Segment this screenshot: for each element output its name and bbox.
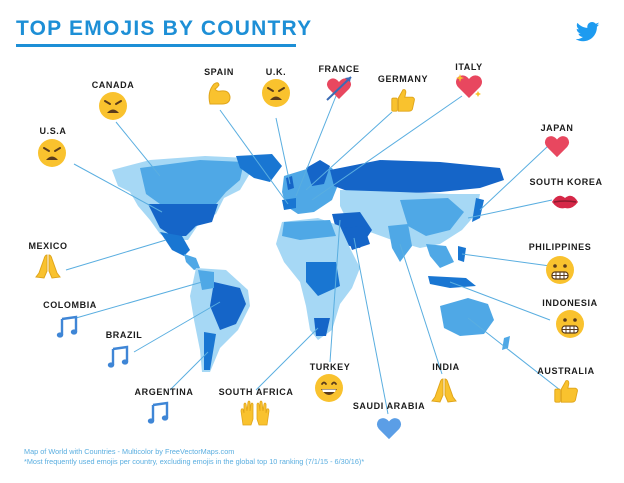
weary-face-icon [262,79,290,107]
sparkling-heart-icon [456,74,482,98]
blue-heart-icon [376,418,402,440]
label-brazil: BRAZIL [105,330,143,340]
leader-philippines [461,253,551,267]
footer-note: *Most frequently used emojis per country… [24,457,365,466]
musical-notes-icon [56,315,78,338]
leader-argentina [169,351,209,391]
label-france: FRANCE [318,64,360,74]
leader-colombia [75,281,203,319]
leader-saudi-arabia [353,237,389,415]
russia [330,160,504,194]
leader-italy [311,95,463,201]
kiss-mark-icon [552,195,578,209]
page-title: TOP EMOJIS BY COUNTRY [16,17,313,40]
mexico [160,232,190,256]
grimacing-face-icon [556,310,584,338]
leader-usa [73,163,163,213]
heart-with-arrow-icon [326,76,352,101]
leader-south-korea [467,199,553,219]
label-australia: AUSTRALIA [537,366,595,376]
central-america [184,254,200,270]
label-germany: GERMANY [377,74,429,84]
label-south-africa: SOUTH AFRICA [218,387,294,397]
canada [140,160,244,206]
label-south-korea: SOUTH KOREA [529,177,603,187]
greenland [236,154,282,182]
saudi-arabia [344,226,370,250]
north-africa [282,220,336,240]
central-africa [306,262,340,296]
twitter-bird-icon [576,22,600,42]
musical-notes-icon [107,345,129,368]
weary-face-icon [99,92,127,120]
label-saudi-arabia: SAUDI ARABIA [352,401,426,411]
label-indonesia: INDONESIA [542,298,598,308]
leader-uk [275,117,291,185]
heart-icon [544,136,570,158]
leader-japan [479,145,549,211]
australia [440,298,494,336]
leader-spain [219,109,289,205]
raising-hands-icon [240,400,270,426]
india [388,224,412,262]
label-turkey: TURKEY [309,362,351,372]
label-usa: U.S.A [39,126,67,136]
leader-australia [467,317,561,391]
indonesia [428,276,476,288]
grimacing-face-icon [546,256,574,284]
label-italy: ITALY [455,62,483,72]
grinning-face-icon [315,374,343,402]
southeast-asia [426,244,454,268]
label-japan: JAPAN [540,123,574,133]
thumbs-up-icon [554,380,578,403]
usa [148,204,218,236]
leader-brazil [133,301,221,353]
label-philippines: PHILIPPINES [528,242,592,252]
thumbs-up-icon [391,89,415,112]
label-argentina: ARGENTINA [134,387,194,397]
china [400,198,464,236]
footer-credit: Map of World with Countries - Multicolor… [24,447,235,456]
label-canada: CANADA [91,80,135,90]
label-uk: U.K. [265,67,287,77]
label-spain: SPAIN [204,67,234,77]
leader-germany [305,111,393,191]
leader-south-africa [255,327,319,391]
folded-hands-icon [431,378,457,403]
colombia [198,270,214,290]
folded-hands-icon [35,254,61,279]
leader-indonesia [449,281,551,321]
south-africa [314,318,330,336]
title-underline [16,44,296,47]
label-mexico: MEXICO [28,241,68,251]
musical-notes-icon [147,401,169,424]
scandinavia [306,160,330,186]
land-masses [112,154,510,372]
leader-canada [115,121,161,177]
flexed-biceps-icon [208,82,231,105]
leader-turkey [329,219,341,363]
spain [282,198,296,210]
leader-lines [65,95,561,415]
leader-mexico [65,239,167,271]
leader-india [399,243,443,375]
label-india: INDIA [432,362,460,372]
label-colombia: COLOMBIA [43,300,97,310]
argentina [204,332,216,370]
weary-face-icon [38,139,66,167]
leader-france [295,95,337,197]
brazil [210,282,246,330]
